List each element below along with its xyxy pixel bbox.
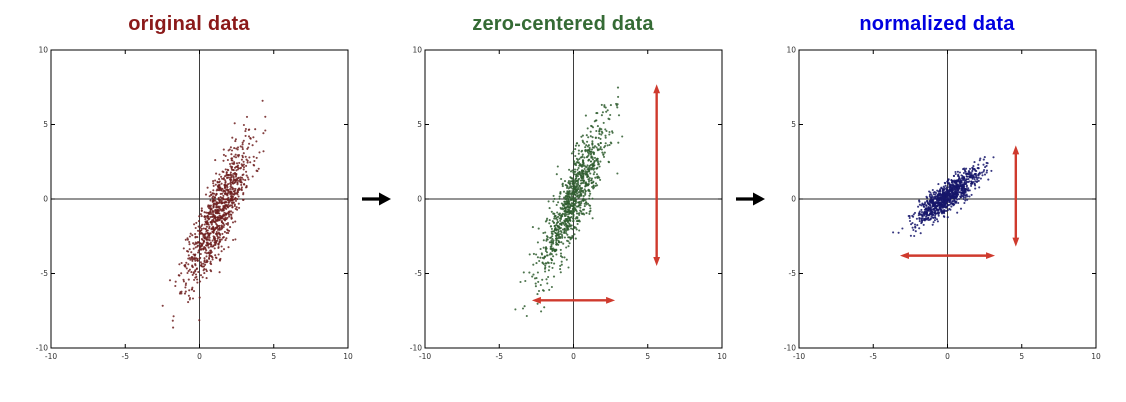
svg-text:0: 0: [43, 195, 48, 204]
svg-text:-5: -5: [415, 269, 423, 278]
svg-text:5: 5: [1019, 352, 1024, 361]
right-arrow-icon: [362, 192, 391, 206]
figure: original data -10 -5 0 5 10 -10 -5 0 5 10 zero-ce…: [24, 12, 1102, 378]
svg-text:-10: -10: [419, 352, 431, 361]
svg-text:-5: -5: [870, 352, 878, 361]
panel-zero-centered-data: zero-centered data -10 -5 0 5 10 -10 -5 0 5 10: [398, 12, 728, 378]
scatter-plot-original: -10 -5 0 5 10 -10 -5 0 5 10: [24, 42, 354, 378]
panel-original-data: original data -10 -5 0 5 10 -10 -5 0 5 10: [24, 12, 354, 378]
flow-arrow-icon: [358, 187, 394, 211]
right-arrow-icon: [736, 192, 765, 206]
svg-text:-5: -5: [496, 352, 504, 361]
svg-text:0: 0: [417, 195, 422, 204]
svg-text:-5: -5: [789, 269, 797, 278]
svg-text:5: 5: [271, 352, 276, 361]
svg-text:10: 10: [412, 46, 422, 55]
svg-text:-5: -5: [122, 352, 130, 361]
svg-text:-10: -10: [793, 352, 805, 361]
svg-text:5: 5: [791, 120, 796, 129]
chart-title-original: original data: [128, 13, 250, 35]
chart-title-normalized: normalized data: [859, 13, 1015, 35]
svg-text:10: 10: [343, 352, 353, 361]
svg-text:-10: -10: [784, 344, 796, 353]
chart-title-zero-centered: zero-centered data: [472, 13, 654, 35]
svg-text:5: 5: [417, 120, 422, 129]
svg-text:10: 10: [717, 352, 727, 361]
flow-arrow-icon: [732, 187, 768, 211]
svg-text:0: 0: [791, 195, 796, 204]
scatter-plot-normalized: -10 -5 0 5 10 -10 -5 0 5 10: [772, 42, 1102, 378]
svg-text:10: 10: [1091, 352, 1101, 361]
svg-text:-10: -10: [410, 344, 422, 353]
svg-text:5: 5: [645, 352, 650, 361]
panel-normalized-data: normalized data -10 -5 0 5 10 -10 -5 0 5 10: [772, 12, 1102, 378]
svg-text:0: 0: [571, 352, 576, 361]
svg-text:-10: -10: [45, 352, 57, 361]
svg-text:0: 0: [945, 352, 950, 361]
svg-text:10: 10: [38, 46, 48, 55]
scatter-plot-zero-centered: -10 -5 0 5 10 -10 -5 0 5 10: [398, 42, 728, 378]
svg-text:-10: -10: [36, 344, 48, 353]
svg-text:0: 0: [197, 352, 202, 361]
svg-text:5: 5: [43, 120, 48, 129]
svg-text:-5: -5: [41, 269, 49, 278]
svg-text:10: 10: [786, 46, 796, 55]
